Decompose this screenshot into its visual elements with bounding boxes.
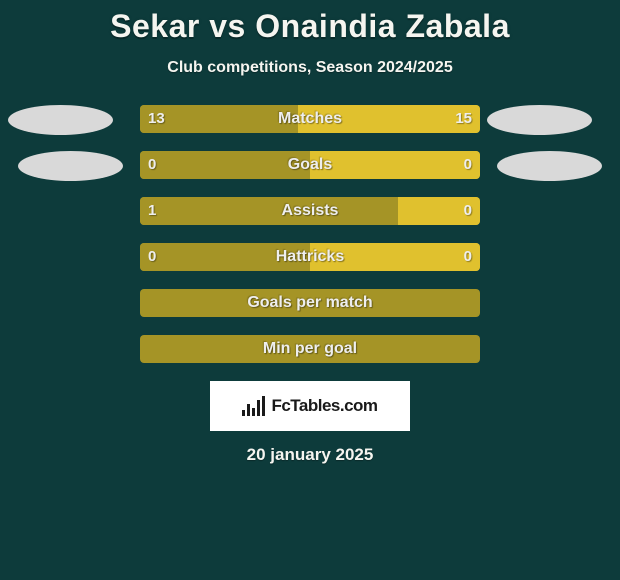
stat-value-left: 0 — [148, 243, 156, 271]
logo-box: FcTables.com — [210, 381, 410, 431]
stat-value-right: 0 — [464, 243, 472, 271]
stat-label: Hattricks — [140, 243, 480, 271]
avatar-ellipse — [18, 151, 123, 181]
stat-label: Goals per match — [140, 289, 480, 317]
stat-label: Goals — [140, 151, 480, 179]
logo-bars-icon — [242, 396, 265, 416]
stat-row: Hattricks0 0 — [0, 243, 620, 271]
stats-chart: Matches1315Goals00Assists10Hattricks00Go… — [0, 105, 620, 363]
avatar-ellipse — [487, 105, 592, 135]
page-title: Sekar vs Onaindia Zabala — [0, 0, 620, 45]
logo-text: FcTables.com — [271, 396, 377, 416]
comparison-infographic: Sekar vs Onaindia Zabala Club competitio… — [0, 0, 620, 580]
stat-row: Goals per match — [0, 289, 620, 317]
stat-label: Assists — [140, 197, 480, 225]
avatar-ellipse — [8, 105, 113, 135]
stat-value-left: 0 — [148, 151, 156, 179]
stat-label: Min per goal — [140, 335, 480, 363]
stat-row: Assists1 0 — [0, 197, 620, 225]
date-label: 20 january 2025 — [0, 445, 620, 465]
stat-value-right: 15 — [455, 105, 472, 133]
avatar-ellipse — [497, 151, 602, 181]
stat-row: Min per goal — [0, 335, 620, 363]
stat-value-left: 1 — [148, 197, 156, 225]
subtitle: Club competitions, Season 2024/2025 — [0, 59, 620, 77]
stat-value-right: 0 — [464, 151, 472, 179]
stat-value-right: 0 — [464, 197, 472, 225]
stat-value-left: 13 — [148, 105, 165, 133]
stat-label: Matches — [140, 105, 480, 133]
